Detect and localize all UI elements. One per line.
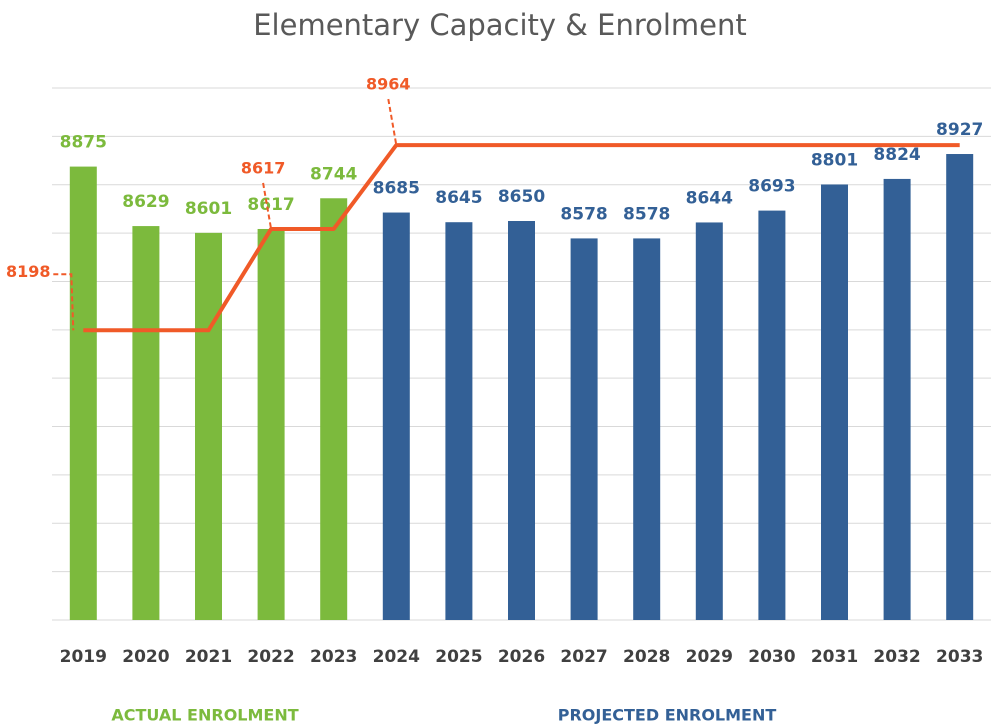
data-label: 8693 — [748, 177, 795, 197]
bar — [821, 184, 848, 620]
bar — [195, 232, 222, 620]
bar — [883, 178, 911, 620]
data-label: 8644 — [686, 188, 733, 208]
capacity-label: 8964 — [366, 75, 411, 94]
x-tick-label: 2019 — [60, 647, 107, 667]
x-tick-label: 2026 — [498, 647, 545, 667]
data-label: 8685 — [373, 179, 420, 199]
bar — [758, 210, 786, 621]
data-label: 8578 — [560, 204, 607, 224]
legend-label: PROJECTED ENROLMENT — [558, 706, 777, 725]
leader-line — [387, 98, 398, 146]
x-tick-label: 2023 — [310, 647, 357, 667]
bar — [132, 226, 160, 620]
x-tick-label: 2029 — [686, 647, 733, 667]
capacity-label: 8617 — [241, 158, 286, 177]
x-tick-label: 2021 — [185, 647, 232, 667]
data-label: 8801 — [811, 150, 858, 170]
x-tick-label: 2030 — [748, 647, 795, 667]
x-tick-label: 2033 — [936, 647, 983, 667]
x-tick-label: 2032 — [873, 647, 920, 667]
bar — [445, 222, 473, 620]
chart-title: Elementary Capacity & Enrolment — [253, 8, 747, 42]
data-label: 8824 — [873, 145, 920, 165]
x-tick-label: 2031 — [811, 647, 858, 667]
data-label: 8744 — [310, 164, 357, 184]
data-label: 8578 — [623, 204, 670, 224]
x-tick-label: 2020 — [122, 647, 169, 667]
legend-label: ACTUAL ENROLMENT — [111, 706, 298, 725]
x-tick-label: 2022 — [247, 647, 294, 667]
data-label: 8927 — [936, 120, 983, 140]
x-tick-label: 2028 — [623, 647, 670, 667]
bar — [508, 221, 535, 620]
data-label: 8645 — [435, 188, 482, 208]
data-label: 8650 — [498, 187, 545, 207]
capacity-label: 8198 — [6, 262, 51, 281]
bar — [695, 222, 723, 620]
data-label: 8875 — [60, 133, 107, 153]
bar — [320, 198, 348, 620]
x-tick-label: 2027 — [560, 647, 607, 667]
bar — [633, 238, 661, 621]
bar — [382, 212, 410, 620]
data-label: 8629 — [122, 192, 169, 212]
data-label: 8617 — [247, 195, 294, 215]
bar — [69, 166, 97, 620]
bar — [946, 154, 974, 620]
x-tick-label: 2024 — [373, 647, 420, 667]
data-label: 8601 — [185, 199, 232, 219]
capacity-line — [83, 143, 960, 333]
x-tick-label: 2025 — [435, 647, 482, 667]
leader-line — [53, 273, 75, 331]
bar — [570, 238, 598, 621]
bar — [257, 228, 285, 621]
